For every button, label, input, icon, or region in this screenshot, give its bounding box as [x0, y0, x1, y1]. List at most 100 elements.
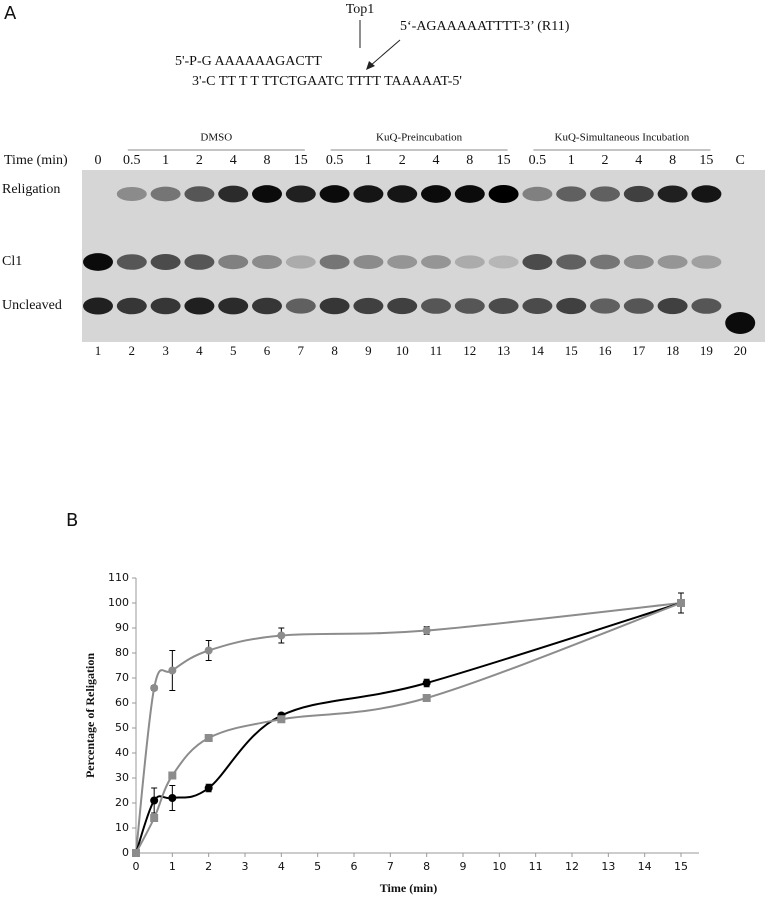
y-tick-label: 80 [115, 646, 129, 659]
arrow [369, 39, 401, 67]
band [285, 185, 316, 203]
lane-number: 6 [264, 343, 271, 358]
lane-number: 16 [599, 343, 613, 358]
band [421, 298, 451, 314]
band [184, 186, 215, 202]
lane-number: 12 [463, 343, 476, 358]
band [421, 255, 451, 269]
group-label: KuQ-Preincubation [376, 132, 463, 144]
x-tick-label: 5 [314, 860, 321, 873]
band [150, 186, 181, 202]
band [184, 254, 215, 270]
row-label: Religation [2, 182, 60, 197]
x-tick-label: 3 [242, 860, 249, 873]
band [590, 254, 620, 270]
band [623, 254, 654, 270]
time: 2 [196, 153, 203, 168]
time: 8 [466, 153, 473, 168]
time: 8 [264, 153, 271, 168]
marker [150, 814, 159, 822]
time: 4 [433, 153, 440, 168]
lane-number: 11 [430, 343, 443, 358]
x-tick-label: 11 [529, 860, 543, 873]
strand-top: 5'-P-G AAAAAAGACTT [175, 54, 322, 69]
marker [168, 771, 177, 780]
band [319, 297, 350, 315]
band [522, 298, 553, 314]
band [556, 186, 587, 202]
marker [150, 796, 159, 805]
marker [168, 794, 177, 802]
y-tick-label: 10 [115, 821, 129, 834]
time: 0.5 [326, 153, 344, 168]
band [421, 185, 451, 203]
lane-number: 7 [298, 343, 305, 358]
y-tick-label: 110 [108, 571, 129, 584]
band [657, 297, 688, 315]
x-tick-label: 9 [460, 860, 467, 873]
lane-number: 8 [331, 343, 338, 358]
lane-number: 3 [162, 343, 169, 358]
marker [204, 734, 213, 742]
band [454, 185, 485, 203]
band [488, 185, 519, 203]
x-tick-label: 7 [387, 860, 394, 873]
band [285, 298, 316, 314]
time: 2 [399, 153, 406, 168]
y-tick-label: 90 [115, 621, 129, 634]
series-line [135, 602, 682, 854]
lane-number: 9 [365, 343, 372, 358]
series-line [135, 602, 682, 854]
band [556, 254, 587, 270]
time: C [736, 153, 745, 168]
y-tick-label: 70 [115, 671, 129, 684]
band [657, 185, 688, 203]
marker [204, 646, 213, 655]
group-label: DMSO [200, 132, 232, 144]
band [116, 297, 147, 315]
lane-number: 4 [196, 343, 203, 358]
band [353, 297, 384, 315]
band [387, 297, 418, 315]
band [353, 254, 384, 270]
marker [204, 784, 213, 792]
time: 15 [699, 153, 713, 168]
marker [168, 666, 177, 675]
band [252, 297, 282, 315]
y-tick-label: 0 [122, 846, 129, 859]
marker [150, 684, 159, 692]
band [590, 298, 620, 314]
band [116, 186, 147, 202]
marker [422, 626, 431, 635]
band [691, 185, 722, 203]
time: 4 [230, 153, 237, 168]
band [691, 298, 722, 314]
band [83, 297, 113, 315]
lane-number: 18 [666, 343, 679, 358]
x-tick-label: 8 [423, 860, 430, 873]
y-tick-label: 20 [115, 796, 129, 809]
marker [677, 599, 685, 607]
marker [422, 694, 431, 702]
band [387, 185, 418, 203]
x-tick-label: 4 [278, 860, 285, 873]
time-label: Time (min) [4, 153, 68, 168]
lane-number: 20 [734, 343, 747, 358]
band [387, 255, 418, 269]
y-tick-label: 50 [115, 721, 129, 734]
y-tick-label: 30 [115, 771, 129, 784]
time: 8 [669, 153, 676, 168]
band [252, 254, 282, 270]
band [285, 255, 316, 269]
time: 2 [602, 153, 609, 168]
x-tick-label: 15 [674, 860, 688, 873]
band [150, 297, 181, 315]
band [522, 254, 553, 270]
band [319, 254, 350, 270]
time: 1 [365, 153, 372, 168]
strand-bottom: 3'-C TT T T TTCTGAATC TTTT TAAAAAT-5' [192, 74, 462, 89]
x-tick-label: 12 [565, 860, 579, 873]
band [725, 312, 756, 334]
y-tick-label: 100 [108, 596, 129, 609]
time: 4 [635, 153, 642, 168]
